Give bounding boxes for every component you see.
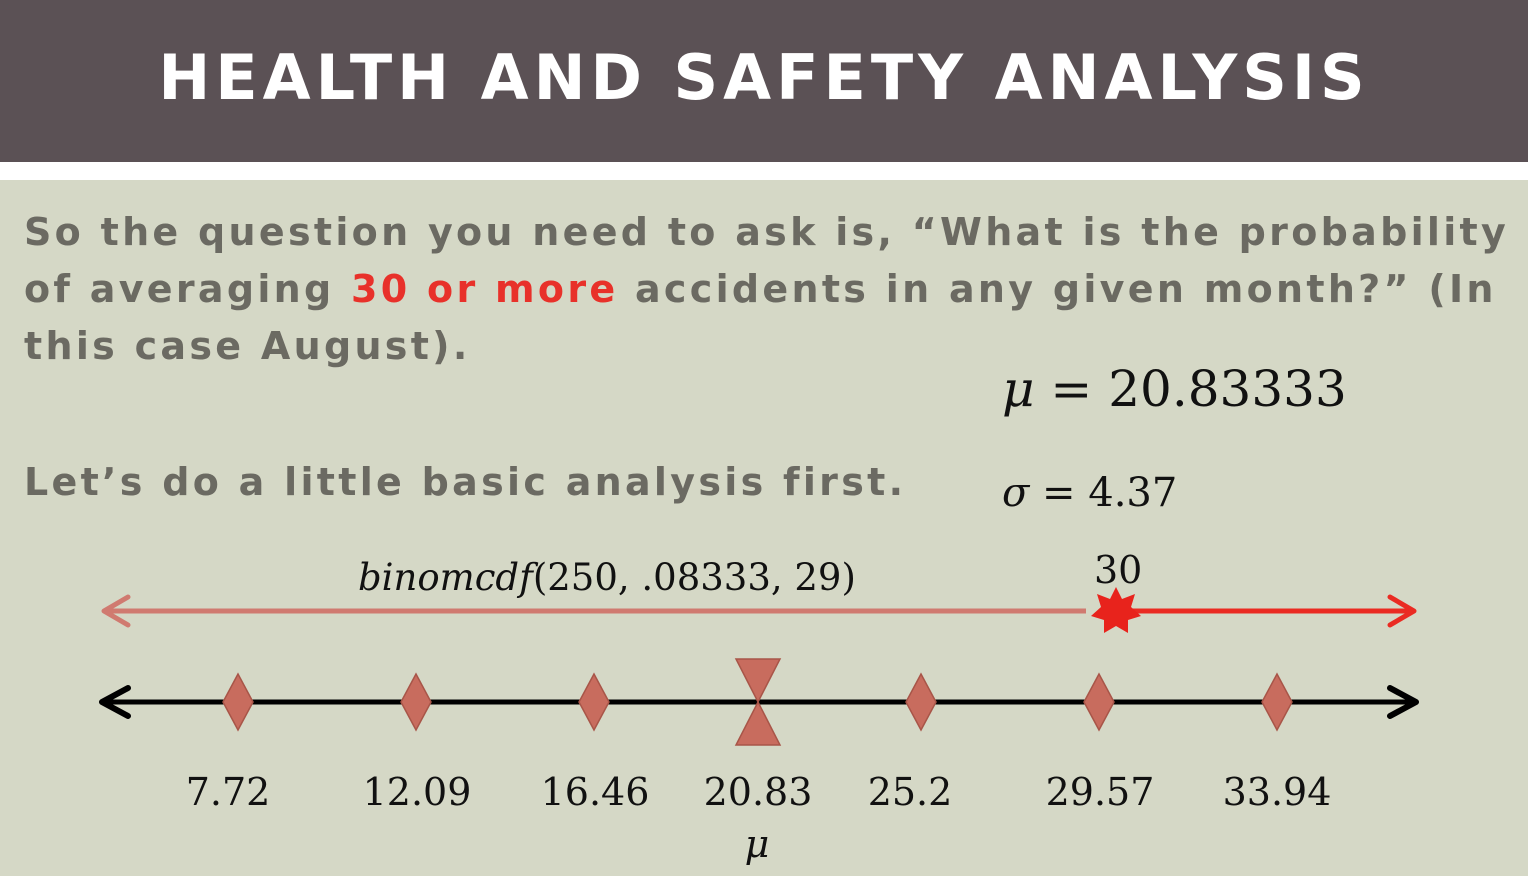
tick-label-33-94: 33.94 xyxy=(1222,770,1332,814)
mean-equation: μ = 20.83333 xyxy=(1002,360,1347,418)
main-number-line xyxy=(99,685,1419,719)
tick-label-12-09: 12.09 xyxy=(362,770,472,814)
tick-label-25-2: 25.2 xyxy=(867,770,953,814)
sigma-symbol: σ xyxy=(1002,470,1030,516)
question-paragraph: So the question you need to ask is, “Wha… xyxy=(24,204,1514,375)
tick-label-20-83: 20.83 xyxy=(703,770,813,814)
tick-label-7-72: 7.72 xyxy=(185,770,271,814)
tick-marker-29-57 xyxy=(1083,672,1115,732)
title-divider xyxy=(0,162,1528,180)
tick-marker-12-09 xyxy=(400,672,432,732)
binomcdf-arguments: (250, .08333, 29) xyxy=(532,556,856,599)
stddev-equation: σ = 4.37 xyxy=(1002,470,1177,516)
binomcdf-function: binomcdf xyxy=(358,556,533,599)
tick-marker-33-94 xyxy=(1261,672,1293,732)
threshold-label: 30 xyxy=(1094,548,1143,592)
stddev-value: = 4.37 xyxy=(1042,470,1178,516)
tick-marker-16-46 xyxy=(578,672,610,732)
left-range-arrow xyxy=(101,594,1086,628)
right-range-arrow xyxy=(1118,594,1417,628)
mean-value: = 20.83333 xyxy=(1050,360,1347,418)
mean-mu-label: μ xyxy=(744,822,770,866)
question-text-end: accidents in any given month?” (In this … xyxy=(24,267,1497,368)
threshold-star-icon xyxy=(1091,587,1141,633)
tick-label-29-57: 29.57 xyxy=(1045,770,1155,814)
binomcdf-expression: binomcdf(250, .08333, 29) xyxy=(358,556,856,599)
tick-marker-25-2 xyxy=(905,672,937,732)
tick-label-16-46: 16.46 xyxy=(540,770,650,814)
mu-symbol: μ xyxy=(1002,360,1035,418)
question-text-start: So the question you need to ask is, “Wha… xyxy=(24,210,1510,311)
mean-hourglass-marker xyxy=(734,658,782,746)
highlighted-phrase: 30 or more xyxy=(351,267,619,311)
analysis-intro: Let’s do a little basic analysis first. xyxy=(24,460,907,504)
slide-title: HEALTH AND SAFETY ANALYSIS xyxy=(158,40,1370,114)
tick-marker-7-72 xyxy=(222,672,254,732)
title-bar: HEALTH AND SAFETY ANALYSIS xyxy=(0,0,1528,162)
